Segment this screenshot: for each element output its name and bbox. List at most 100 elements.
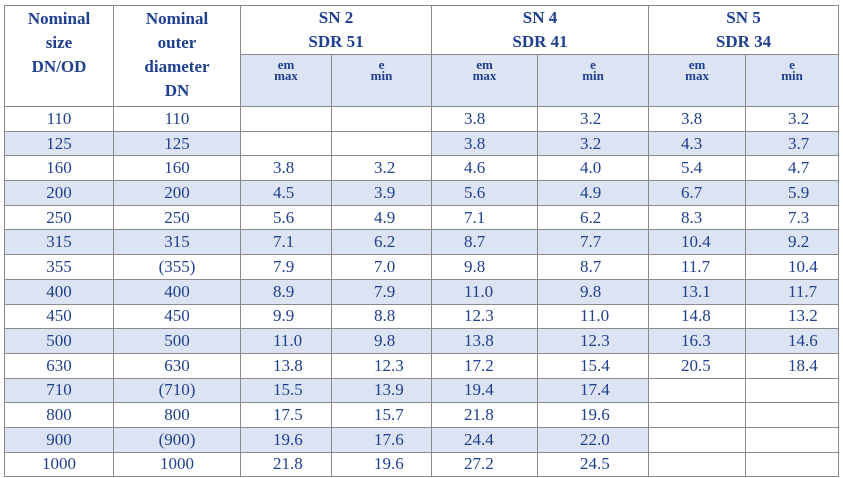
sn5-em-max-cell: 13.1: [648, 278, 747, 305]
sn4-e-min-cell: 11.0: [537, 303, 650, 330]
sn4-em-max-cell: 12.3: [431, 303, 539, 330]
sub-top: e: [378, 57, 385, 72]
sub-top: e: [789, 57, 795, 72]
sn2-e-min-cell: 6.2: [330, 229, 433, 256]
nominal-size-cell: 900: [4, 426, 114, 453]
sn4-e-min-cell: 22.0: [537, 426, 650, 453]
sn5-em-max-cell: 3.8: [648, 106, 747, 132]
outer-diameter-cell: 500: [113, 328, 241, 354]
sn5-em-max-cell: 16.3: [648, 328, 747, 354]
sn2-em-max-cell: 13.8: [240, 352, 332, 379]
table-row: 200 200 4.5 3.9 5.6 4.9 6.7 5.9: [4, 180, 840, 206]
sn4-e-min-cell: 8.7: [537, 254, 650, 280]
sn2-e-min-cell: [330, 106, 433, 132]
sn4-em-max-cell: 24.4: [431, 426, 539, 453]
header-line: Nominal: [27, 9, 91, 28]
sn5-e-min-cell: [745, 426, 840, 453]
sn5-em-max-cell: 20.5: [648, 352, 747, 379]
sub-top: em: [476, 57, 493, 72]
header-line: DN: [164, 81, 190, 100]
sn2-e-min-cell: 9.8: [330, 328, 433, 354]
sn4-e-min-cell: 17.4: [537, 377, 650, 404]
outer-diameter-cell: 1000: [113, 451, 241, 478]
sn5-em-max-cell: [648, 451, 747, 478]
sn4-em-max-cell: 17.2: [431, 352, 539, 379]
outer-diameter-cell: 160: [113, 155, 241, 182]
sn4-e-min-cell: 3.2: [537, 106, 650, 132]
sn5-group-header: SN 5 SDR 34: [648, 5, 840, 55]
sn5-e-min-cell: 5.9: [745, 180, 840, 206]
header-row-groups: Nominal size DN/OD Nominal outer diamete…: [4, 5, 840, 107]
sn4-e-min-cell: 6.2: [537, 204, 650, 231]
sn5-e-min-cell: 4.7: [745, 155, 840, 182]
sn5-e-min-cell: 10.4: [745, 254, 840, 280]
sn2-e-min-cell: 7.9: [330, 278, 433, 305]
nominal-size-cell: 355: [4, 254, 114, 280]
sn2-em-max-header: em max: [240, 54, 332, 107]
sub-bottom: min: [582, 68, 604, 83]
sn2-e-min-cell: 8.8: [330, 303, 433, 330]
sn4-e-min-cell: 15.4: [537, 352, 650, 379]
nominal-size-cell: 125: [4, 130, 114, 157]
header-line: diameter: [144, 57, 210, 76]
sub-bottom: max: [685, 68, 709, 83]
sn2-group-header: SN 2 SDR 51: [239, 5, 433, 55]
sn2-em-max-cell: 9.9: [240, 303, 332, 330]
header-line: DN/OD: [31, 57, 87, 76]
sn2-e-min-cell: [330, 130, 433, 157]
outer-diameter-cell: 110: [113, 106, 241, 132]
sn5-e-min-cell: 9.2: [745, 229, 840, 256]
sn2-em-max-cell: 17.5: [240, 402, 332, 428]
nominal-size-cell: 1000: [4, 451, 114, 478]
sn5-e-min-cell: 13.2: [745, 303, 840, 330]
sn2-e-min-cell: 12.3: [330, 352, 433, 379]
header-row-sub: em max e min em max e min em max e min: [5, 54, 840, 107]
nominal-size-cell: 400: [4, 278, 114, 305]
sn4-e-min-cell: 24.5: [537, 451, 650, 478]
group-stiffness: SN 2: [318, 8, 354, 27]
sn2-e-min-cell: 15.7: [330, 402, 433, 428]
sn2-em-max-cell: [240, 130, 332, 157]
sn4-em-max-cell: 3.8: [431, 106, 539, 132]
group-sdr: SDR 34: [715, 32, 772, 51]
sn5-em-max-cell: 11.7: [648, 254, 747, 280]
sn2-em-max-cell: 7.9: [240, 254, 332, 280]
table-row: 450 450 9.9 8.8 12.3 11.0 14.8 13.2: [4, 303, 840, 330]
outer-diameter-cell: 630: [113, 352, 241, 379]
sn5-em-max-cell: 14.8: [648, 303, 747, 330]
group-sdr: SDR 41: [512, 32, 568, 51]
sn5-e-min-cell: [745, 451, 840, 478]
sub-bottom: min: [370, 68, 393, 83]
outer-diameter-cell: (355): [113, 254, 241, 280]
table-row: 315 315 7.1 6.2 8.7 7.7 10.4 9.2: [4, 229, 840, 256]
table-body: 110 110 3.8 3.2 3.8 3.2 125 125 3.8 3.2 4.3 3.7 160 1…: [4, 106, 840, 478]
table-row: 110 110 3.8 3.2 3.8 3.2: [4, 106, 840, 132]
table-row: 400 400 8.9 7.9 11.0 9.8 13.1 11.7: [4, 278, 840, 305]
sn4-e-min-cell: 7.7: [537, 229, 650, 256]
sn4-em-max-cell: 13.8: [431, 328, 539, 354]
group-stiffness: SN 4: [522, 8, 558, 27]
sn4-em-max-cell: 5.6: [431, 180, 539, 206]
table-row: 250 250 5.6 4.9 7.1 6.2 8.3 7.3: [4, 204, 840, 231]
outer-diameter-cell: 315: [113, 229, 241, 256]
sn4-e-min-cell: 12.3: [537, 328, 650, 354]
outer-diameter-cell: (710): [113, 377, 241, 404]
sn2-e-min-cell: 13.9: [330, 377, 433, 404]
wall-thickness-table: Nominal size DN/OD Nominal outer diamete…: [4, 5, 840, 478]
sn2-e-min-cell: 4.9: [330, 204, 433, 231]
sn2-em-max-cell: 4.5: [240, 180, 332, 206]
sn5-em-max-cell: [648, 402, 747, 428]
sn4-em-max-header: em max: [431, 54, 539, 107]
sn2-em-max-cell: 5.6: [240, 204, 332, 231]
sn4-em-max-cell: 8.7: [431, 229, 539, 256]
sn4-em-max-cell: 19.4: [431, 377, 539, 404]
sn5-e-min-cell: 14.6: [745, 328, 840, 354]
sub-top: em: [688, 57, 706, 72]
table-row: 500 500 11.0 9.8 13.8 12.3 16.3 14.6: [4, 328, 840, 354]
nominal-size-cell: 110: [4, 106, 114, 132]
sn4-e-min-cell: 3.2: [537, 130, 650, 157]
nominal-size-cell: 630: [4, 352, 114, 379]
sn2-e-min-header: e min: [330, 54, 433, 107]
sn5-e-min-cell: 3.7: [745, 130, 840, 157]
header-line: outer: [157, 33, 197, 52]
